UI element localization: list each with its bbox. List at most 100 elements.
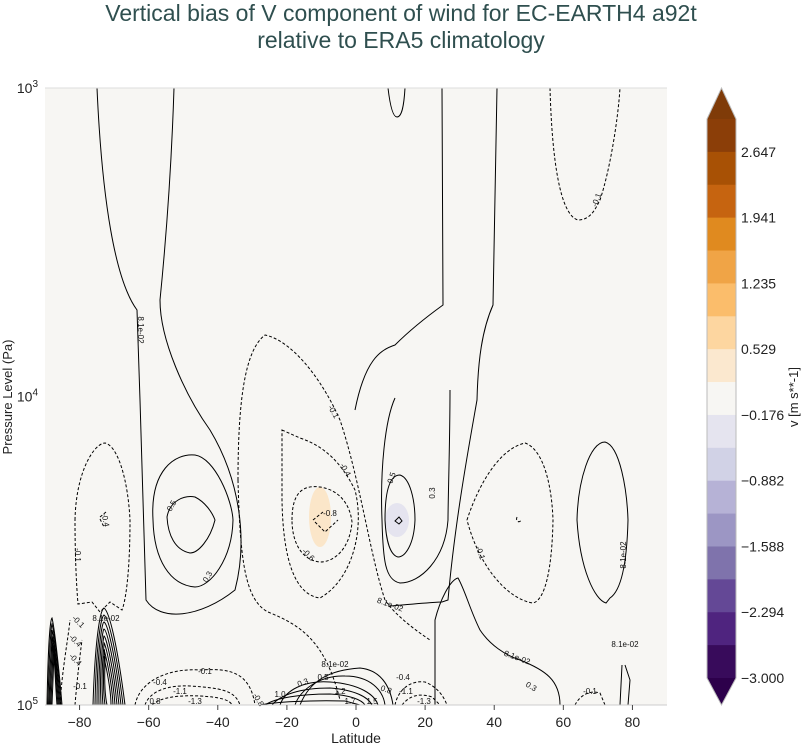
contour-line-negative: [466, 442, 554, 604]
colorbar-band: [707, 119, 736, 153]
x-tick-label: −40: [206, 714, 230, 730]
contour-line-negative: [394, 681, 448, 706]
contour-label: 1.0: [274, 690, 286, 699]
contour-line-positive: [166, 496, 216, 554]
colorbar-band: [707, 513, 736, 547]
x-tick-label: 0: [352, 714, 360, 730]
colorbar-tick-label: −2.294: [741, 604, 784, 620]
contour-label: -0.4: [396, 673, 410, 682]
contour-label: 0.8: [379, 684, 393, 696]
contour-line-positive: [384, 474, 416, 558]
contour-line-positive: [394, 516, 403, 525]
x-tick-label: 80: [625, 714, 641, 730]
contour-line-positive: [50, 641, 59, 706]
contour-line-positive: [354, 87, 444, 411]
x-tick-label: −80: [68, 714, 92, 730]
contour-label: 8.1e-02: [136, 316, 145, 344]
contour-line-positive: [259, 700, 361, 706]
contour-line-positive: [94, 614, 124, 706]
contour-label: -1.1: [173, 687, 187, 696]
contour-line-positive: [389, 87, 498, 607]
contour-line-negative: [574, 691, 606, 706]
contour-line-negative: [291, 486, 353, 563]
colorbar: [706, 86, 737, 707]
colorbar-extend-bottom: [707, 678, 736, 705]
colorbar-band: [707, 283, 736, 317]
x-tick-label: 60: [556, 714, 572, 730]
contour-line-negative: [74, 639, 83, 706]
contour-label: -0.8: [323, 509, 337, 518]
contour-line-positive: [152, 454, 234, 588]
contour-label: -1.3: [188, 697, 202, 706]
contour-line-negative: [144, 685, 241, 706]
x-axis-label: Latitude: [331, 730, 381, 745]
contour-label: 0.5: [317, 673, 329, 682]
colorbar-tick-label: 1.941: [741, 210, 776, 226]
colorbar-tick-label: −1.588: [741, 538, 784, 554]
contour-label: 8.1e-02: [321, 660, 349, 669]
colorbar-tick-label: −0.882: [741, 473, 784, 489]
contour-line-positive: [381, 389, 451, 584]
negative-bias-patch: [385, 503, 409, 537]
colorbar-band: [707, 546, 736, 580]
y-tick-label: 105: [17, 696, 39, 713]
colorbar-extend-top: [707, 88, 736, 119]
contour-line-positive: [103, 656, 112, 706]
x-tick-label: −60: [137, 714, 161, 730]
contour-line-positive: [47, 622, 62, 706]
contour-label: 1.5: [366, 697, 378, 706]
x-tick-label: 40: [486, 714, 502, 730]
contour-line-positive: [576, 441, 629, 604]
colorbar-label: v [m s**-1]: [786, 367, 801, 427]
colorbar-band: [707, 250, 736, 284]
colorbar-band: [707, 349, 736, 383]
colorbar-band: [707, 151, 736, 186]
contour-label: -1.1: [399, 687, 413, 696]
contour-line-positive: [48, 629, 61, 706]
contour-label: 8.1e-02: [92, 614, 120, 623]
contour-line-negative: [134, 669, 256, 706]
y-tick-label: 103: [17, 79, 39, 96]
colorbar-band: [707, 316, 736, 350]
contour-label: 8.1e-02: [611, 640, 639, 649]
colorbar-tick-label: 0.529: [741, 341, 776, 357]
contour-label: 1.2: [334, 687, 346, 696]
chart-title-line-2: relative to ERA5 climatology: [257, 27, 545, 53]
contour-line-negative: [237, 479, 341, 701]
contour-label: 8.1e-02: [619, 541, 628, 569]
contour-label: -1.3: [417, 697, 431, 706]
contour-line-negative: [312, 511, 339, 533]
colorbar-band: [707, 217, 736, 252]
x-tick-label: −20: [275, 714, 299, 730]
y-axis-label: Pressure Level (Pa): [0, 340, 15, 455]
contour-line-negative: [237, 334, 431, 641]
colorbar-tick-label: −0.176: [741, 407, 784, 423]
contour-label: -0.1: [583, 687, 597, 696]
contour-label: -0.1: [73, 682, 87, 691]
contour-line-positive: [434, 577, 561, 706]
positive-bias-patch: [309, 487, 331, 547]
colorbar-band: [707, 184, 736, 219]
contour-line-negative: [74, 442, 131, 613]
contour-label: 0.8: [149, 697, 161, 706]
colorbar-band: [707, 579, 736, 613]
x-tick-label: 20: [417, 714, 433, 730]
contour-line-positive: [279, 681, 379, 706]
contour-line-positive: [98, 628, 120, 706]
colorbar-tick-label: −3.000: [741, 670, 784, 686]
y-tick-label: 104: [17, 388, 39, 405]
contour-label: 0.3: [428, 487, 437, 499]
contour-label: -0.1: [73, 548, 82, 562]
plot-background: [45, 88, 667, 705]
contour-label: -0.4: [153, 678, 167, 687]
colorbar-band: [707, 645, 736, 679]
contour-line-positive: [619, 664, 631, 706]
contour-label: 0.3: [296, 676, 310, 688]
contour-label: 0.5: [386, 471, 398, 485]
colorbar-band: [707, 480, 736, 515]
contour-line-positive: [294, 675, 386, 706]
colorbar-band: [707, 612, 736, 646]
contour-line-positive: [387, 87, 406, 118]
colorbar-band: [707, 382, 736, 416]
